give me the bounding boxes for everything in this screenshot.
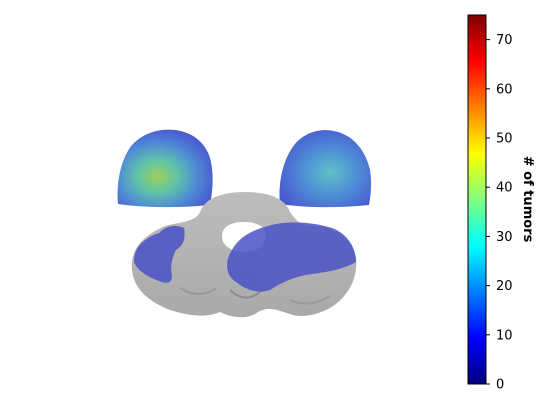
colorbar-tick-label: 30 (496, 230, 513, 245)
colorbar-tick-label: 10 (496, 328, 513, 343)
colorbar: 0 10 20 30 40 50 60 70 # of tumors (467, 14, 535, 393)
colorbar-tick-label: 60 (496, 82, 513, 97)
colorbar-tick-label: 50 (496, 132, 513, 147)
brain-slab-right (279, 130, 372, 208)
colorbar-gradient (467, 14, 487, 385)
cerebellum-overlay (134, 222, 356, 292)
colorbar-tick-label: 20 (496, 279, 513, 294)
colorbar-tick-label: 70 (496, 33, 513, 48)
brain-slab-left (117, 129, 213, 208)
colorbar-ticks: 0 10 20 30 40 50 60 70 (486, 33, 513, 393)
colorbar-tick-label: 0 (496, 378, 504, 393)
colorbar-tick-label: 40 (496, 181, 513, 196)
colorbar-label: # of tumors (520, 156, 535, 243)
